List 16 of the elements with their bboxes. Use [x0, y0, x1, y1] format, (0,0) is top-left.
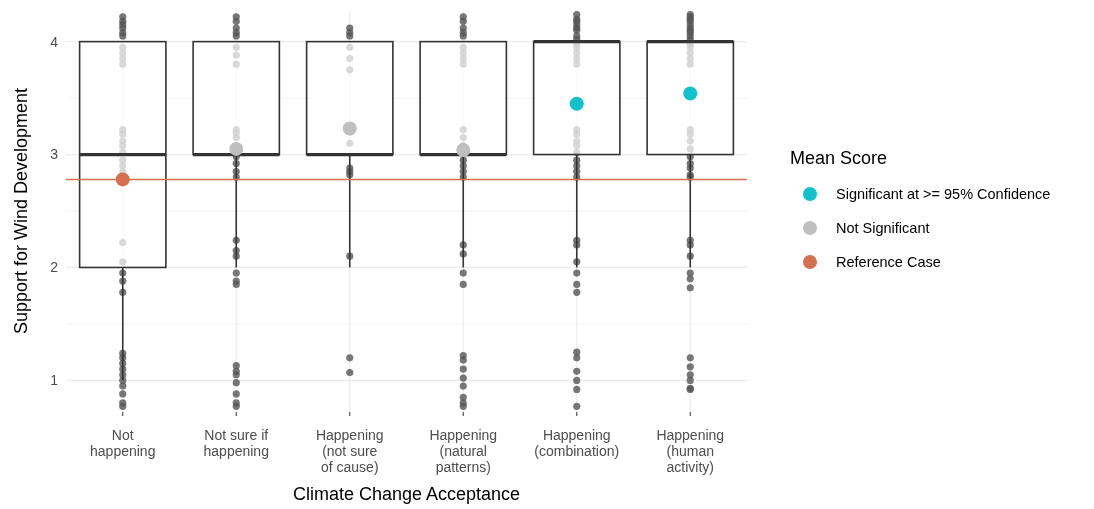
legend-title: Mean Score — [790, 148, 888, 168]
y-tick-label: 4 — [50, 33, 59, 50]
legend-label: Not Significant — [836, 220, 930, 237]
x-tick-label: Happening (combination) — [534, 427, 620, 459]
x-axis-title: Climate Change Acceptance — [292, 484, 521, 504]
y-tick-label: 2 — [50, 259, 59, 276]
y-axis-title: Support for Wind Development — [11, 87, 31, 335]
legend-label: Reference Case — [836, 254, 941, 271]
x-tick-label: Happening (natural patterns) — [429, 427, 498, 475]
y-tick-label: 1 — [50, 372, 59, 389]
legend-label: Significant at >= 95% Confidence — [836, 186, 1051, 203]
y-tick-label: 3 — [50, 146, 59, 163]
x-tick-label: Happening (not sure of cause) — [315, 427, 384, 475]
x-tick-label: Happening (human activity) — [656, 427, 725, 475]
x-tick-label: Not sure if happening — [203, 427, 269, 459]
x-tick-label: Not happening — [90, 427, 156, 459]
